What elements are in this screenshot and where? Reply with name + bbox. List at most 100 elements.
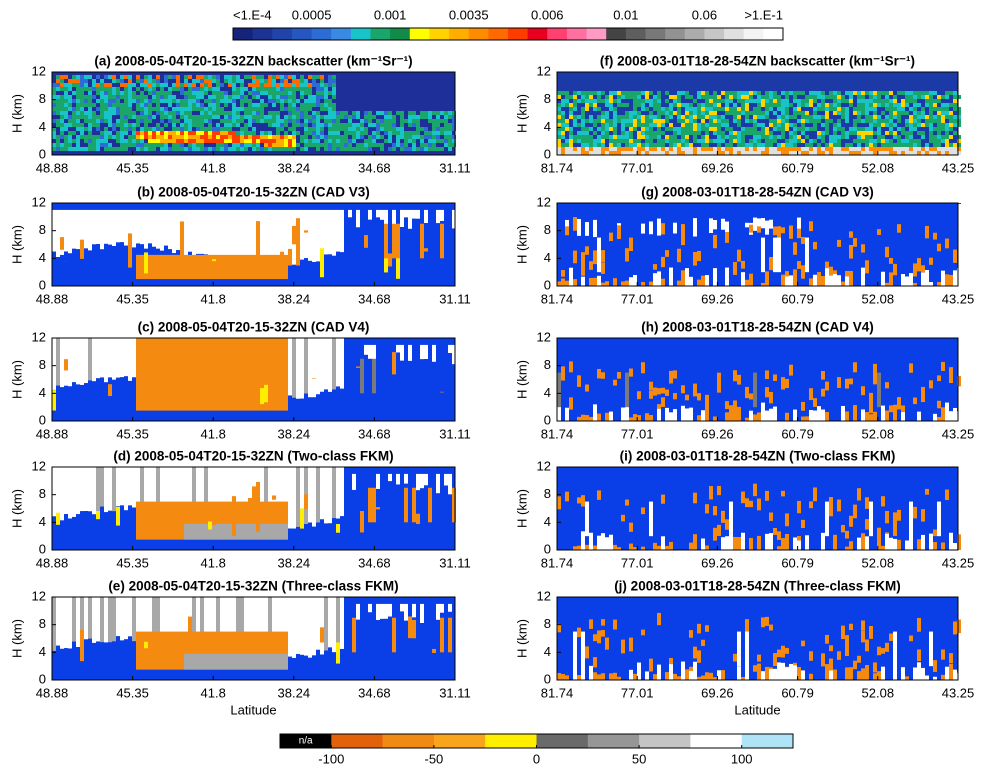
image-cell [913,263,917,277]
image-cell [633,111,637,115]
image-cell [424,209,428,223]
image-cell [933,91,937,95]
image-cell [136,99,140,103]
image-cell [200,79,204,83]
image-cell [216,87,220,91]
image-cell [332,597,336,653]
image-cell [248,143,252,147]
image-cell [557,151,561,155]
x-tick-label: 69.26 [701,555,734,570]
colorbar-label: 0.0035 [449,7,489,22]
image-cell [252,597,256,663]
image-cell [849,131,853,135]
y-tick-label: 12 [32,329,46,344]
image-cell [92,95,96,99]
image-cell [216,99,220,103]
image-cell [96,135,100,139]
image-cell [661,147,665,151]
image-cell [837,151,841,155]
image-cell [300,209,304,260]
image-cell [685,268,689,286]
image-cell [192,115,196,119]
image-cell [244,99,248,103]
image-cell [320,209,324,261]
image-cell [412,209,416,219]
image-cell [653,115,657,119]
image-cell [673,95,677,99]
image-cell [749,139,753,143]
image-cell [440,603,444,613]
image-cell [829,143,833,147]
image-cell [128,83,132,87]
image-cell [312,597,316,656]
image-cell [212,147,216,151]
image-cell [64,75,68,79]
image-cell [136,631,140,670]
image-cell [933,660,937,672]
image-cell [761,151,765,155]
image-cell [220,653,224,670]
image-cell [793,139,797,143]
image-cell [921,667,925,680]
image-cell [276,597,280,658]
image-cell [60,467,64,521]
image-cell [633,151,637,155]
image-cell [232,338,236,411]
image-cell [785,99,789,103]
image-cell [937,139,941,143]
image-cell [737,406,741,421]
image-cell [621,115,625,119]
image-cell [677,103,681,107]
image-cell [280,79,284,83]
image-cell [304,338,308,394]
image-cell [104,87,108,91]
image-cell [861,147,865,151]
image-cell [452,115,456,119]
image-cell [861,409,865,421]
image-cell [96,83,100,87]
image-cell [773,111,777,115]
image-cell [681,270,685,286]
image-cell [224,119,228,123]
image-cell [80,95,84,99]
image-cell [296,119,300,123]
image-cell [757,139,761,143]
image-cell [673,409,677,421]
image-cell [949,143,953,147]
image-cell [757,143,761,147]
image-cell [689,107,693,111]
image-cell [717,135,721,139]
image-cell [697,623,701,634]
image-cell [789,139,793,143]
image-cell [308,87,312,91]
image-cell [132,131,136,135]
image-cell [76,95,80,99]
image-cell [717,95,721,99]
image-cell [573,631,577,667]
image-cell [100,467,104,507]
image-cell [757,115,761,119]
image-cell [625,139,629,143]
image-cell [677,111,681,115]
image-cell [144,338,148,411]
image-cell [200,131,204,135]
image-cell [88,99,92,103]
image-cell [360,510,364,533]
image-cell [625,111,629,115]
image-cell [805,151,809,155]
image-cell [324,99,328,103]
image-cell [196,131,200,135]
image-cell [737,151,741,155]
image-cell [641,147,645,151]
image-cell [292,143,296,147]
image-cell [885,246,889,258]
image-cell [280,467,284,530]
image-cell [96,597,100,642]
image-cell [156,111,160,115]
image-cell [88,95,92,99]
image-cell [885,107,889,111]
image-cell [605,103,609,107]
image-cell [316,131,320,135]
image-cell [228,523,232,540]
image-cell [649,415,653,421]
